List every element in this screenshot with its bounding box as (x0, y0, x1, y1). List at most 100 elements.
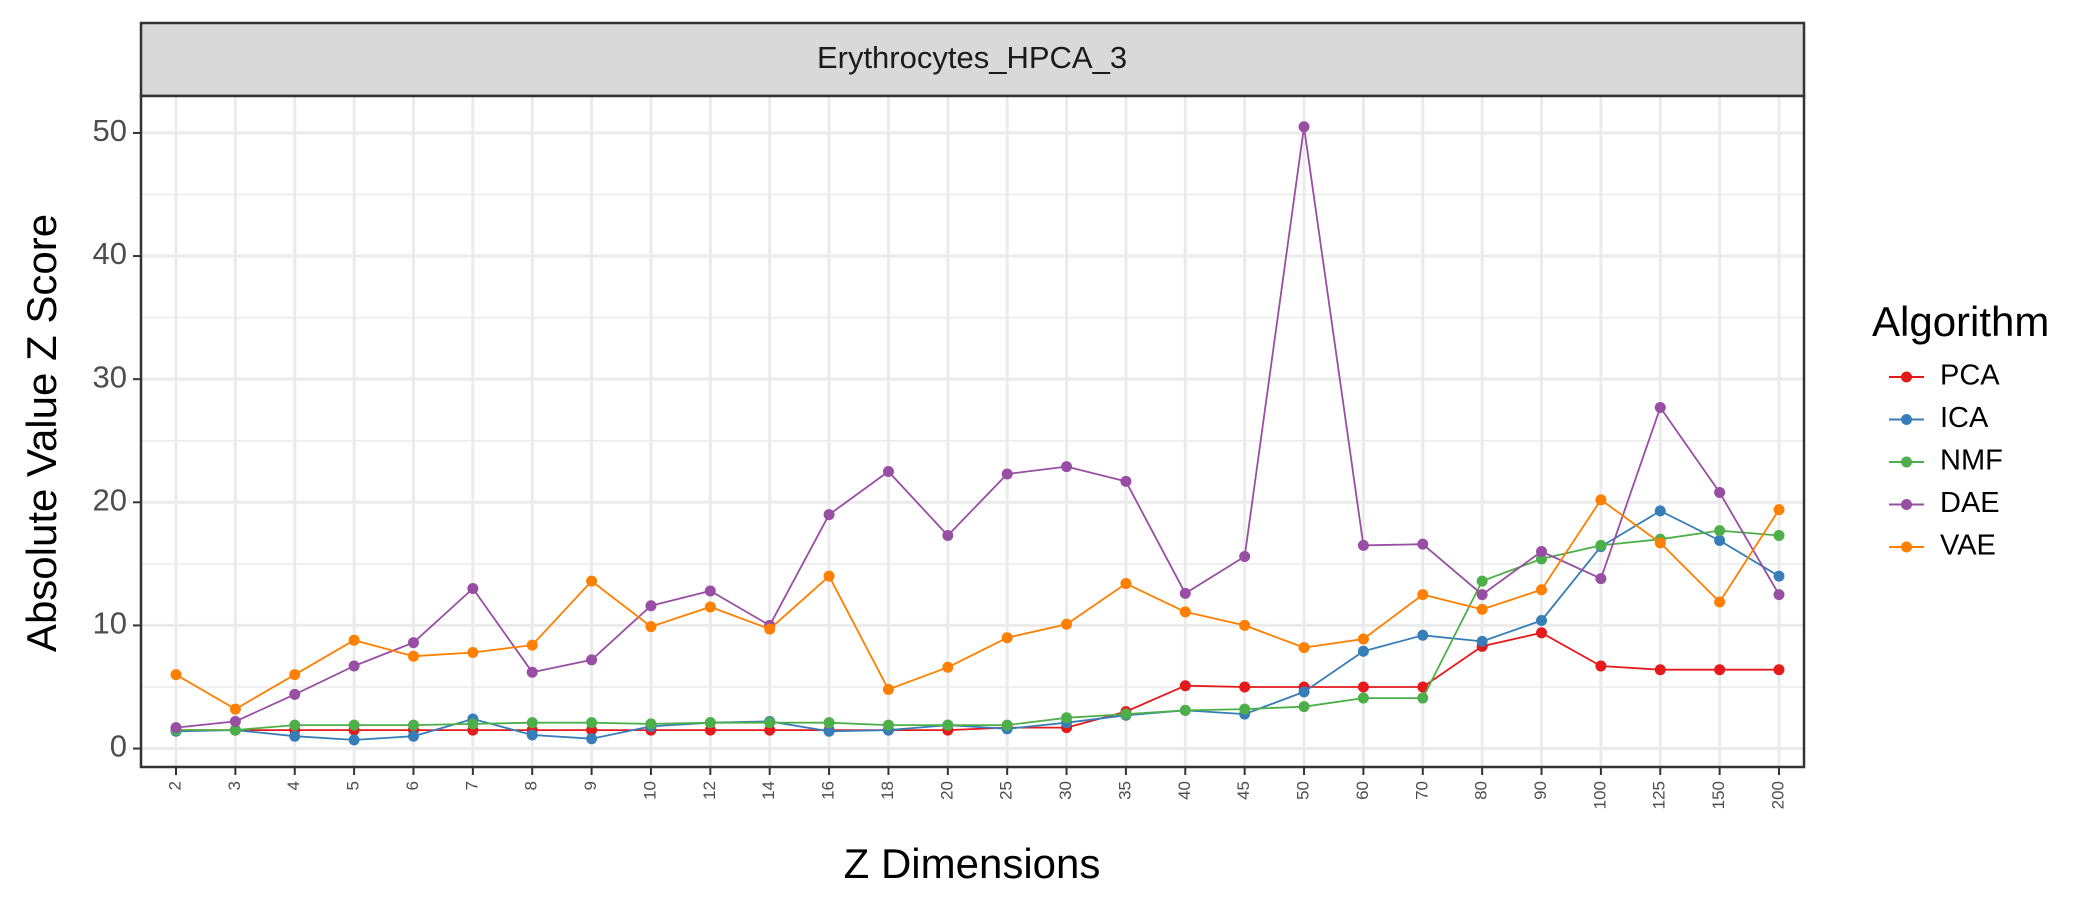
data-point-dae (1061, 461, 1073, 473)
data-point-vae (823, 570, 835, 582)
data-point-vae (1654, 537, 1666, 549)
data-point-vae (586, 575, 598, 587)
data-point-ica (289, 730, 301, 742)
data-point-dae (1714, 486, 1726, 498)
data-point-ica (1714, 534, 1726, 546)
data-point-dae (1357, 539, 1369, 551)
x-tick-label: 16 (819, 781, 838, 800)
data-point-nmf (645, 718, 657, 730)
data-point-nmf (823, 717, 835, 729)
data-point-nmf (467, 718, 479, 730)
x-tick-label: 25 (997, 781, 1016, 800)
legend-label: PCA (1940, 360, 2000, 392)
series-layer (170, 121, 1785, 746)
data-point-vae (1476, 603, 1488, 615)
data-point-nmf (1476, 575, 1488, 587)
data-point-nmf (407, 719, 419, 731)
data-point-nmf (882, 719, 894, 731)
data-point-ica (1476, 635, 1488, 647)
data-point-nmf (942, 719, 954, 731)
data-point-dae (170, 722, 182, 734)
x-tick-label: 80 (1472, 781, 1491, 800)
x-tick-label: 10 (640, 781, 659, 800)
data-point-dae (348, 660, 360, 672)
data-point-vae (645, 621, 657, 633)
legend-item-ica: ICA (1889, 402, 1989, 434)
y-tick-label: 0 (110, 729, 127, 764)
data-point-ica (348, 734, 360, 746)
x-tick-label: 40 (1175, 781, 1194, 800)
data-point-dae (942, 530, 954, 542)
data-point-ica (1417, 629, 1429, 641)
data-point-pca (1714, 664, 1726, 676)
y-tick-label: 10 (93, 606, 127, 641)
x-tick-label: 60 (1353, 781, 1372, 800)
data-point-vae (1773, 504, 1785, 516)
data-point-dae (1595, 573, 1607, 585)
data-point-vae (1714, 596, 1726, 608)
data-point-nmf (586, 717, 598, 729)
data-point-vae (1239, 619, 1251, 631)
legend-label: ICA (1940, 402, 1989, 434)
x-tick-label: 7 (462, 781, 481, 790)
data-point-vae (942, 661, 954, 673)
data-point-vae (1417, 589, 1429, 601)
data-point-dae (1654, 401, 1666, 413)
legend-label: VAE (1940, 530, 1996, 562)
data-point-vae (1298, 642, 1310, 654)
facet-title: Erythrocytes_HPCA_3 (817, 40, 1127, 75)
data-point-dae (882, 466, 894, 478)
x-tick-label: 18 (878, 781, 897, 800)
legend-label: NMF (1940, 445, 2003, 477)
x-tick-label: 2 (165, 781, 184, 790)
data-point-nmf (1595, 539, 1607, 551)
x-tick-label: 14 (759, 781, 778, 800)
data-point-ica (1357, 645, 1369, 657)
data-point-pca (1654, 664, 1666, 676)
x-tick-label: 6 (403, 781, 422, 790)
data-point-nmf (1417, 692, 1429, 704)
x-tick-label: 125 (1650, 781, 1669, 809)
x-tick-label: 30 (1056, 781, 1075, 800)
data-point-pca (1239, 681, 1251, 693)
x-tick-label: 70 (1412, 781, 1431, 800)
data-point-dae (586, 654, 598, 666)
data-point-pca (1595, 660, 1607, 672)
x-axis: 2 3 4 5 6 7 8 9 10 12 14 16 18 20 25 30 35 40 45 50 60 70 80 90… (165, 767, 1787, 809)
data-point-vae (407, 650, 419, 662)
series-dae (170, 121, 1785, 734)
x-tick-label: 45 (1234, 781, 1253, 800)
legend-key-point (1901, 371, 1912, 383)
data-point-nmf (348, 719, 360, 731)
legend-key-point (1901, 414, 1912, 425)
data-point-nmf (1120, 708, 1132, 720)
series-vae (170, 494, 1785, 715)
data-point-dae (1120, 475, 1132, 487)
data-point-vae (1179, 606, 1191, 618)
facet-strip (139, 21, 1806, 98)
data-point-ica (586, 733, 598, 745)
data-point-vae (170, 669, 182, 681)
data-point-nmf (526, 717, 538, 729)
data-point-vae (704, 601, 716, 613)
data-point-vae (1001, 632, 1013, 644)
legend-item-dae: DAE (1889, 487, 2000, 519)
data-point-pca (1417, 681, 1429, 693)
data-point-nmf (704, 717, 716, 729)
legend-label: DAE (1940, 487, 2000, 519)
data-point-vae (1357, 633, 1369, 645)
x-tick-label: 90 (1531, 781, 1550, 800)
data-point-nmf (1773, 530, 1785, 542)
data-point-dae (1773, 589, 1785, 601)
x-tick-label: 8 (522, 781, 541, 790)
data-point-dae (289, 688, 301, 700)
data-point-nmf (764, 717, 776, 729)
legend-key-point (1901, 541, 1912, 553)
data-point-vae (229, 703, 241, 715)
x-tick-label: 3 (225, 781, 244, 790)
data-point-dae (1239, 550, 1251, 562)
data-point-vae (526, 639, 538, 651)
data-point-ica (1773, 570, 1785, 582)
data-point-pca (1357, 681, 1369, 693)
y-tick-label: 40 (93, 236, 127, 271)
